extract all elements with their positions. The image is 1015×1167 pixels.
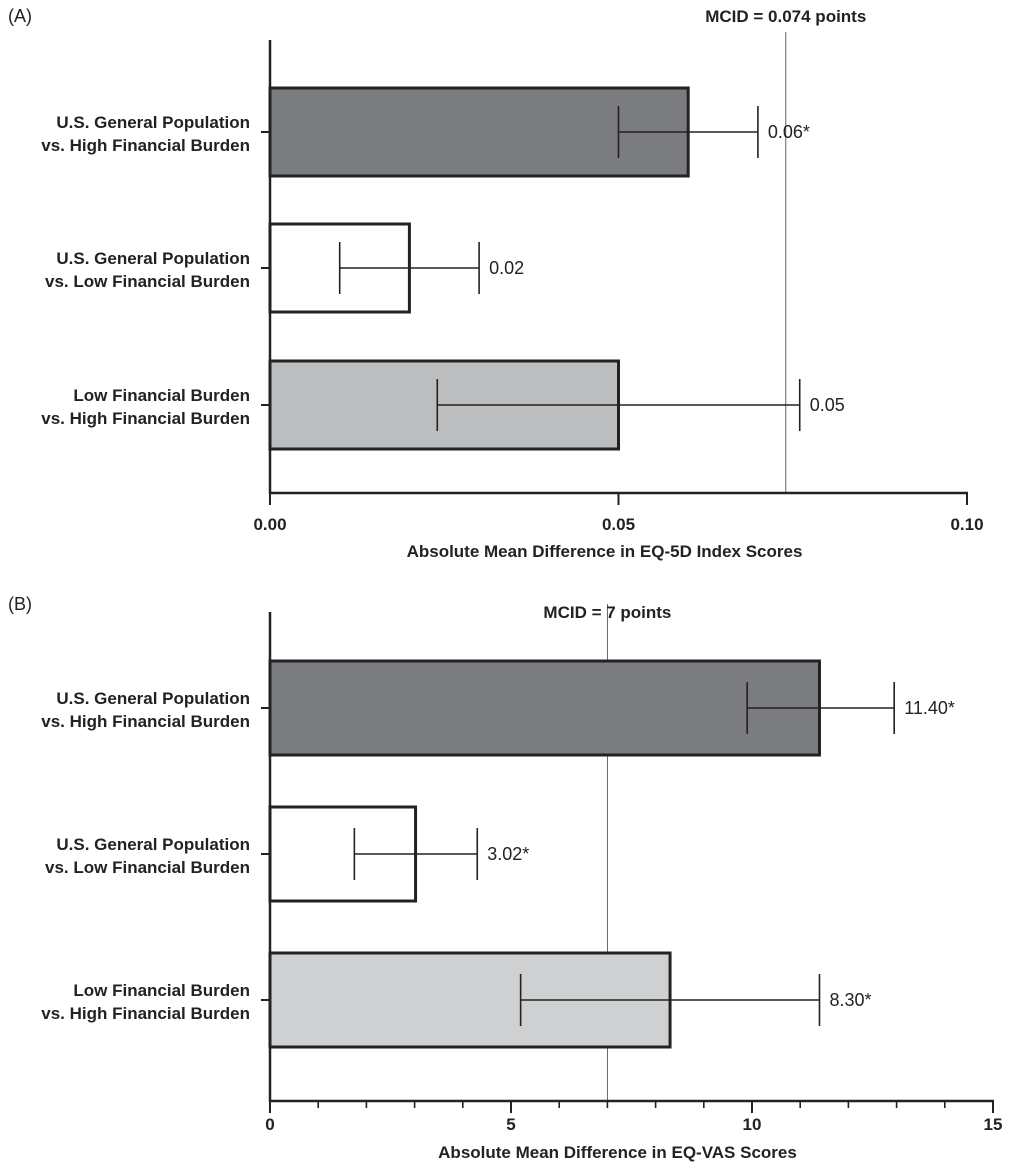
data-label: 3.02* — [487, 844, 529, 864]
data-label: 0.06* — [768, 122, 810, 142]
data-label: 11.40* — [904, 698, 955, 718]
panel-b-chart: (B) MCID = 7 points 11.40* U.S. General Pop… — [8, 594, 1002, 1162]
category-label: U.S. General Population vs. Low Financial… — [45, 249, 250, 291]
x-tick-label: 0.05 — [602, 515, 635, 534]
category-label: Low Financial Burden vs. High Financial B… — [41, 981, 250, 1023]
x-tick-label: 5 — [506, 1115, 515, 1134]
data-label: 0.05 — [810, 395, 845, 415]
mcid-label: MCID = 7 points — [543, 603, 671, 622]
category-label: U.S. General Population vs. Low Financial… — [45, 835, 250, 877]
bar — [268, 659, 821, 757]
category-label: U.S. General Population vs. High Financia… — [41, 113, 250, 155]
category-label: Low Financial Burden vs. High Financial B… — [41, 386, 250, 428]
x-tick-label: 0 — [265, 1115, 274, 1134]
x-tick-label: 0.10 — [950, 515, 983, 534]
data-label: 8.30* — [829, 990, 871, 1010]
panel-label: (A) — [8, 6, 32, 26]
category-label: U.S. General Population vs. High Financia… — [41, 689, 250, 731]
x-axis-title: Absolute Mean Difference in EQ-5D Index … — [407, 542, 803, 561]
x-tick-label: 10 — [743, 1115, 762, 1134]
panel-a-chart: (A) MCID = 0.074 points 0.06* U.S. General … — [8, 6, 984, 561]
x-tick-label: 0.00 — [253, 515, 286, 534]
mcid-label: MCID = 0.074 points — [705, 7, 866, 26]
x-tick-label: 15 — [984, 1115, 1003, 1134]
data-label: 0.02 — [489, 258, 524, 278]
panel-label: (B) — [8, 594, 32, 614]
x-axis-title: Absolute Mean Difference in EQ-VAS Score… — [438, 1143, 797, 1162]
